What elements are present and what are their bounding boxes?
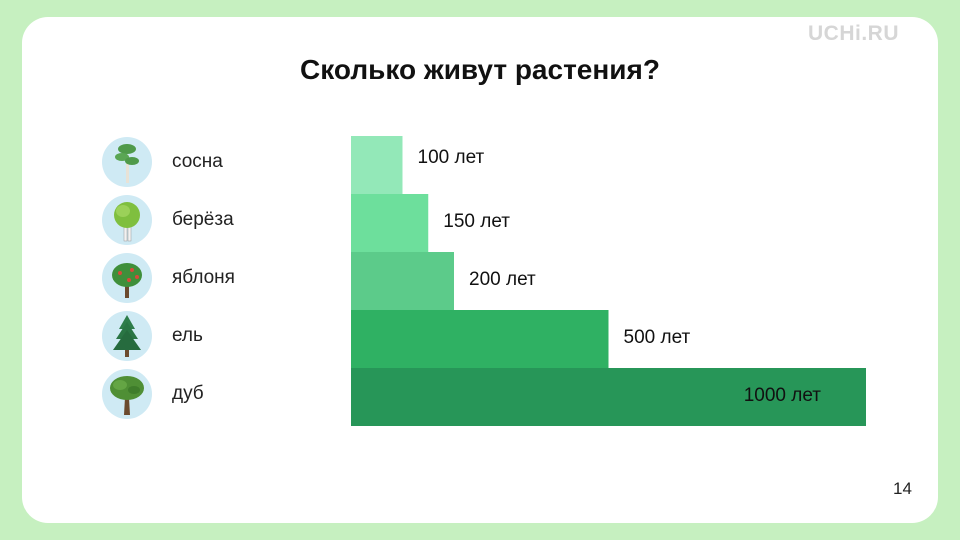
oak-tree-icon bbox=[102, 369, 152, 419]
bar-label-3: 500 лет bbox=[624, 327, 691, 348]
plant-name-birch: берёза bbox=[172, 209, 234, 230]
pine-tree-icon bbox=[102, 137, 152, 187]
bar-1 bbox=[351, 194, 429, 252]
bar-2 bbox=[351, 252, 454, 310]
uchi-logo: UCHi.RU bbox=[808, 22, 899, 45]
plant-name-pine: сосна bbox=[172, 151, 223, 172]
plant-name-oak: дуб bbox=[172, 383, 204, 404]
page-number: 14 bbox=[893, 479, 912, 498]
slide-title: Сколько живут растения? bbox=[300, 54, 660, 85]
bar-3 bbox=[351, 310, 609, 368]
birch-tree-icon bbox=[102, 195, 152, 245]
plant-name-spruce: ель bbox=[172, 325, 203, 346]
plant-name-apple: яблоня bbox=[172, 267, 235, 288]
bar-label-0: 100 лет bbox=[418, 147, 485, 168]
apple-tree-icon bbox=[102, 253, 152, 303]
bar-label-4: 1000 лет bbox=[744, 385, 822, 406]
bar-0 bbox=[351, 136, 403, 194]
bar-4 bbox=[351, 368, 866, 426]
bar-label-2: 200 лет bbox=[469, 269, 536, 290]
spruce-tree-icon bbox=[102, 311, 152, 361]
slide-card bbox=[22, 17, 938, 523]
bar-label-1: 150 лет bbox=[443, 211, 510, 232]
